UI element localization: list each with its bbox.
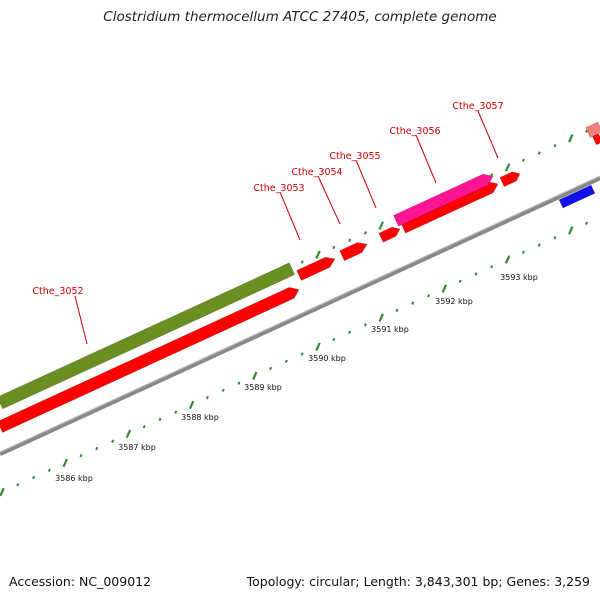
- outer-major-tick: [504, 163, 511, 172]
- inner-minor-tick: [427, 294, 431, 298]
- outer-minor-tick: [300, 260, 304, 264]
- gene-label-cthe-3057[interactable]: Cthe_3057: [452, 101, 503, 112]
- inner-minor-tick: [490, 265, 494, 269]
- inner-major-tick: [315, 342, 321, 351]
- outer-minor-tick: [537, 151, 541, 155]
- scale-labels: 3586 kbp 3587 kbp 3588 kbp 3589 kbp 3590 kbp…: [55, 273, 538, 483]
- outer-minor-tick: [363, 231, 367, 235]
- cds-cthe-3052-arrow[interactable]: [0, 287, 300, 433]
- outer-minor-tick: [553, 143, 557, 148]
- inner-minor-tick: [363, 323, 367, 327]
- inner-minor-tick: [521, 250, 525, 254]
- scale-label-3590-kbp: 3590 kbp: [308, 354, 346, 363]
- gene-callouts: Cthe_3052 Cthe_3053 Cthe_3054 Cthe_3055 Cthe…: [32, 101, 504, 345]
- cds-cthe-3055-arrow[interactable]: [378, 226, 401, 243]
- inner-tick-track: [0, 221, 589, 497]
- inner-major-tick: [62, 458, 68, 468]
- gene-label-cthe-3052[interactable]: Cthe_3052: [32, 286, 83, 297]
- callout-line-cthe-3055: [355, 159, 377, 209]
- outer-major-tick: [378, 221, 384, 230]
- outer-minor-tick: [332, 245, 336, 250]
- gene-label-cthe-3054[interactable]: Cthe_3054: [291, 167, 342, 178]
- outer-minor-tick: [348, 238, 352, 242]
- callout-line-cthe-3057: [477, 110, 499, 159]
- map-title: Clostridium thermocellum ATCC 27405, com…: [103, 9, 497, 25]
- callout-line-cthe-3052: [74, 295, 88, 345]
- inner-major-tick: [252, 371, 258, 381]
- inner-minor-tick: [537, 243, 541, 247]
- inner-minor-tick: [553, 235, 557, 240]
- inner-minor-tick: [47, 468, 51, 473]
- inner-minor-tick: [474, 272, 478, 276]
- feature-track: [0, 121, 600, 433]
- cds-cthe-3057-arrow[interactable]: [499, 171, 521, 187]
- inner-minor-tick: [142, 424, 146, 429]
- inner-major-tick: [378, 313, 384, 322]
- scale-label-3593-kbp: 3593 kbp: [500, 273, 538, 282]
- outer-major-tick: [568, 134, 574, 143]
- cds-cthe-3054-arrow[interactable]: [339, 242, 368, 262]
- inner-minor-tick: [174, 410, 178, 414]
- inner-minor-tick: [95, 446, 99, 451]
- backbone-highlight: [0, 175, 600, 453]
- callout-line-cthe-3053: [279, 191, 301, 241]
- inner-minor-tick: [332, 337, 336, 342]
- inner-minor-tick: [348, 330, 352, 334]
- inner-minor-tick: [284, 359, 288, 364]
- inner-minor-tick: [395, 308, 399, 313]
- gene-label-cthe-3053[interactable]: Cthe_3053: [253, 183, 304, 194]
- scale-label-3586-kbp: 3586 kbp: [55, 474, 93, 483]
- inner-major-tick: [504, 255, 511, 264]
- accession-text: Accession: NC_009012: [9, 574, 152, 589]
- inner-minor-tick: [269, 366, 273, 371]
- cds-cthe-3053-arrow[interactable]: [296, 256, 336, 281]
- inner-major-tick: [125, 429, 132, 439]
- scale-label-3592-kbp: 3592 kbp: [435, 297, 473, 306]
- outer-minor-tick: [521, 158, 525, 162]
- inner-major-tick: [188, 400, 195, 410]
- inner-minor-tick: [221, 388, 225, 393]
- inner-minor-tick: [205, 395, 209, 400]
- genome-summary-text: Topology: circular; Length: 3,843,301 bp…: [246, 574, 590, 589]
- outer-minor-tick: [490, 173, 494, 177]
- inner-minor-tick: [411, 301, 415, 305]
- scale-label-3588-kbp: 3588 kbp: [181, 413, 219, 422]
- inner-minor-tick: [16, 483, 20, 487]
- feature-olive-bar[interactable]: [0, 262, 296, 410]
- genome-backbone: [0, 175, 600, 457]
- outer-minor-tick: [585, 129, 589, 133]
- inner-minor-tick: [237, 381, 241, 385]
- inner-major-tick: [568, 226, 574, 235]
- feature-pink-bar[interactable]: [585, 121, 600, 138]
- gene-label-cthe-3055[interactable]: Cthe_3055: [329, 151, 380, 162]
- outer-major-tick: [315, 250, 321, 259]
- feature-magenta-bar[interactable]: [393, 173, 494, 227]
- inner-minor-tick: [585, 221, 589, 225]
- inner-minor-tick: [458, 279, 462, 284]
- callout-line-cthe-3056: [415, 134, 437, 184]
- inner-major-tick: [0, 487, 5, 497]
- scale-label-3587-kbp: 3587 kbp: [118, 443, 156, 452]
- gene-label-cthe-3056[interactable]: Cthe_3056: [389, 126, 440, 137]
- inner-minor-tick: [32, 475, 36, 480]
- inner-major-tick: [441, 284, 448, 293]
- callout-line-cthe-3054: [317, 175, 341, 225]
- inner-minor-tick: [111, 439, 115, 443]
- inner-minor-tick: [158, 417, 162, 422]
- scale-label-3589-kbp: 3589 kbp: [244, 383, 282, 392]
- feature-blue-arrow[interactable]: [558, 184, 596, 209]
- inner-minor-tick: [300, 352, 304, 356]
- scale-label-3591-kbp: 3591 kbp: [371, 325, 409, 334]
- inner-minor-tick: [79, 453, 83, 458]
